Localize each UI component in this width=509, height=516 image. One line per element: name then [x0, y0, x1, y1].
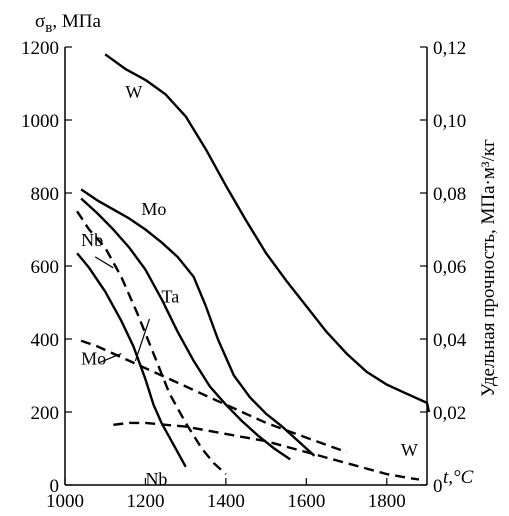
series-nb-dashed-line — [76, 210, 227, 475]
y-left-tick-label: 0 — [50, 476, 60, 497]
y-right-tick-label: 0,12 — [433, 38, 466, 59]
curve-label-nb: Nb — [81, 230, 103, 250]
y-right-tick-label: 0 — [433, 476, 443, 497]
ticks-layer: 1000 1200 1400 1600 1800 0 200 400 600 800 1000 120… — [21, 38, 467, 512]
x-axis-title: t,°C — [443, 467, 474, 488]
left-axis-title: σв, МПа — [35, 11, 101, 36]
left-axis-title-unit: , МПа — [52, 11, 101, 32]
label-leader-line — [94, 256, 114, 269]
x-tick-label: 1600 — [287, 491, 325, 512]
curve-label-w: W — [125, 82, 142, 102]
x-tick-label: 1800 — [368, 491, 406, 512]
y-left-tick-label: 1000 — [21, 111, 59, 132]
annotation-layer: W Mo Nb Ta Mo Nb W — [81, 82, 418, 489]
left-axis-title-symbol: σ — [35, 11, 45, 32]
y-left-tick-label: 200 — [31, 403, 60, 424]
y-right-tick-label: 0,04 — [433, 330, 467, 351]
series-nb-solid-line — [76, 252, 187, 468]
left-axis-title-subscript: в — [45, 20, 52, 36]
curve-label-mo: Mo — [81, 349, 106, 369]
series-mo-solid-line — [80, 188, 316, 457]
label-leader-line — [98, 353, 122, 364]
y-right-tick-label: 0,10 — [433, 111, 466, 132]
y-right-tick-label: 0,06 — [433, 257, 466, 278]
label-leader-line — [134, 318, 151, 362]
x-tick-label: 1200 — [126, 491, 164, 512]
y-left-tick-label: 1200 — [21, 38, 59, 59]
x-tick-label: 1000 — [46, 491, 84, 512]
y-left-tick-label: 600 — [31, 257, 60, 278]
right-axis-title: Удельная прочность, МПа·м³/кг — [478, 139, 499, 397]
plot-frame — [64, 47, 428, 486]
curve-label-nb: Nb — [145, 469, 167, 489]
series-ta-solid-line — [80, 197, 291, 461]
y-left-tick-label: 800 — [31, 184, 60, 205]
curve-label-w: W — [401, 440, 418, 460]
y-right-tick-label: 0,08 — [433, 184, 466, 205]
y-left-tick-label: 400 — [31, 330, 60, 351]
curves-layer — [76, 53, 431, 481]
series-w-dashed-line — [113, 421, 420, 481]
series-w-solid-line — [104, 53, 431, 413]
series-mo-dashed-line — [80, 339, 348, 454]
x-tick-label: 1400 — [207, 491, 245, 512]
y-right-tick-label: 0,02 — [433, 403, 466, 424]
curve-label-mo: Mo — [141, 199, 166, 219]
curve-label-ta: Ta — [162, 287, 180, 307]
